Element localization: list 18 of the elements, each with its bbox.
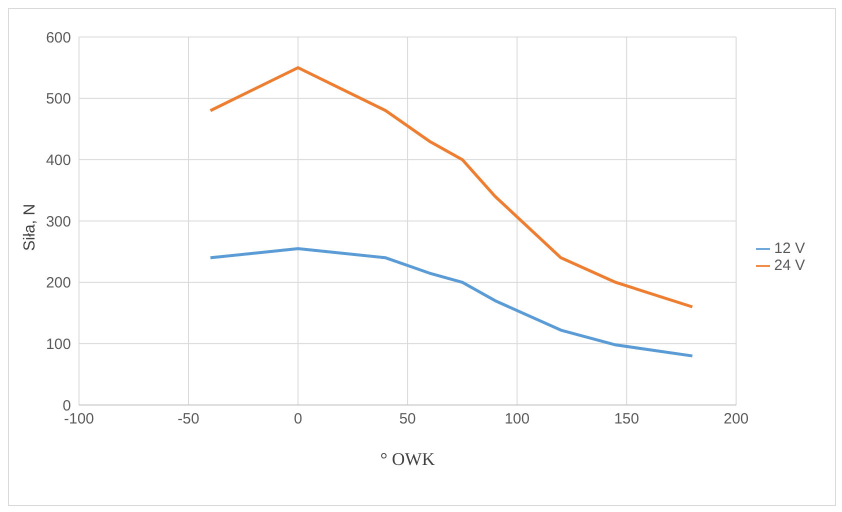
legend-label: 12 V (774, 240, 805, 257)
y-tick-label: 600 (46, 29, 71, 46)
y-tick-label: 500 (46, 90, 71, 108)
x-tick-label: 200 (724, 410, 749, 428)
legend-label: 24 V (774, 257, 805, 274)
x-tick-label: 50 (399, 410, 416, 428)
x-axis-title: ° OWK (380, 449, 435, 469)
x-tick-label: 0 (294, 410, 302, 428)
x-tick-label: -50 (178, 410, 200, 428)
line-series (208, 66, 694, 308)
x-tick-label: 100 (504, 410, 530, 428)
y-tick-label: 300 (46, 213, 71, 230)
x-tick-label: 150 (614, 410, 640, 428)
y-tick-label: 100 (46, 336, 71, 353)
y-axis-title: Siła, N (22, 204, 39, 251)
line-series (208, 247, 694, 358)
y-tick-label: 400 (46, 152, 71, 169)
y-tick-label: 200 (46, 274, 71, 292)
